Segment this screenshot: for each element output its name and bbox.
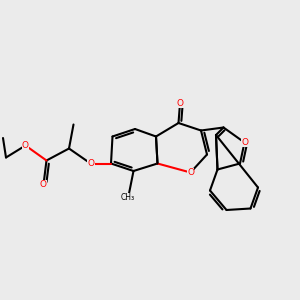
Text: O: O — [87, 159, 94, 168]
Text: CH₃: CH₃ — [120, 193, 135, 202]
Text: O: O — [176, 99, 184, 108]
Text: O: O — [40, 180, 47, 189]
Text: O: O — [241, 138, 248, 147]
Text: O: O — [187, 168, 194, 177]
Text: O: O — [22, 141, 29, 150]
